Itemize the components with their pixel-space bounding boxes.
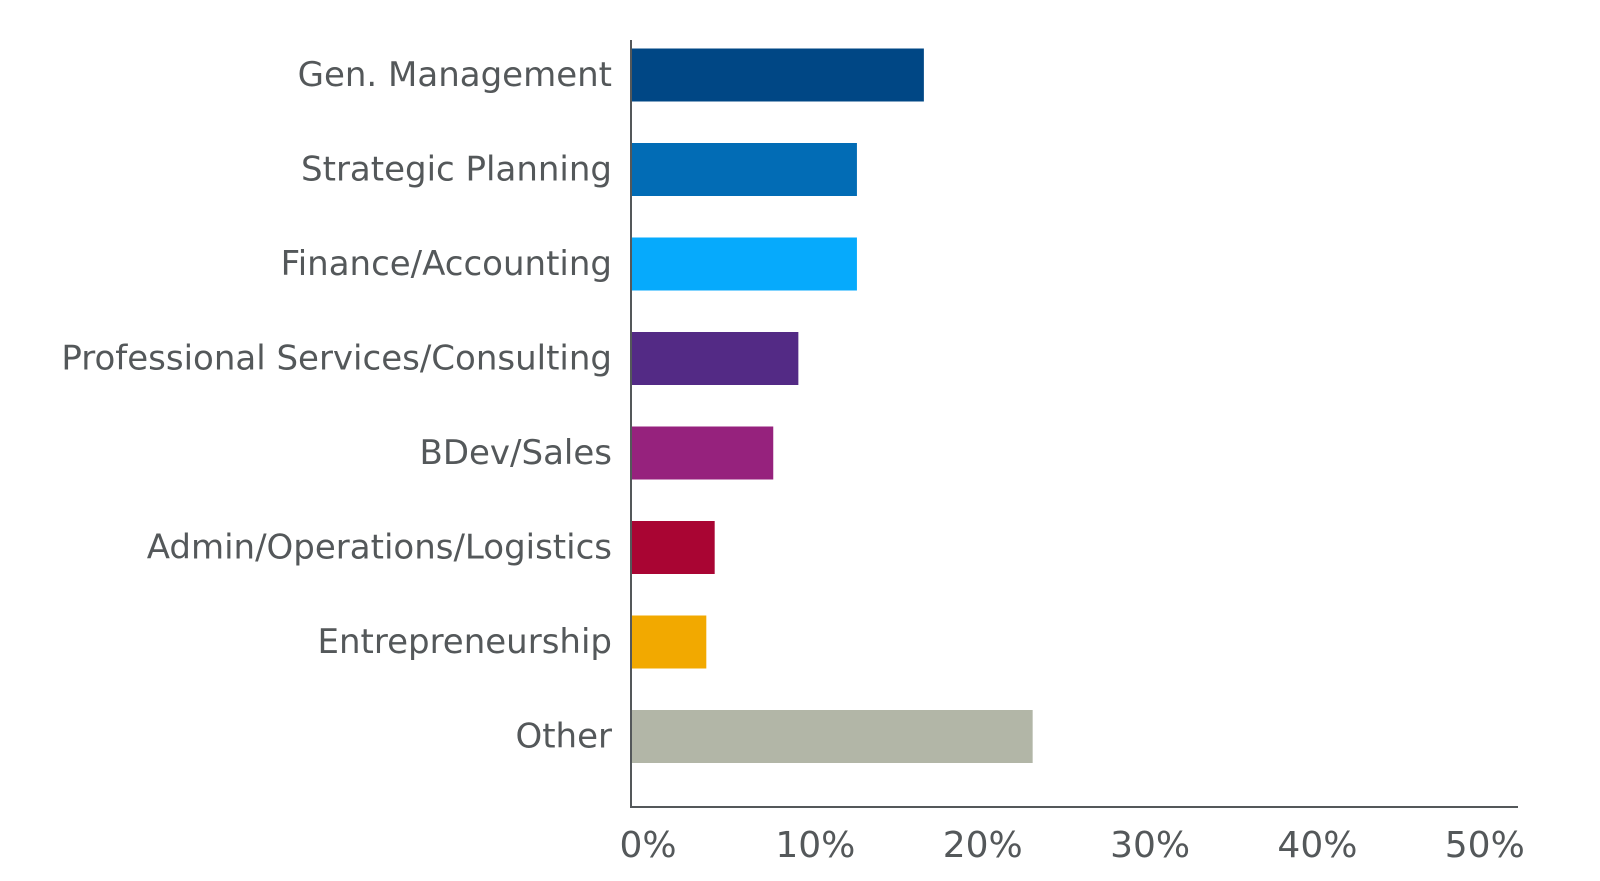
category-label: BDev/Sales — [420, 433, 613, 473]
bar — [632, 332, 799, 385]
x-tick-label: 40% — [1277, 825, 1357, 866]
category-label: Finance/Accounting — [281, 244, 612, 284]
bar — [632, 237, 857, 291]
x-tick-label: 10% — [775, 825, 855, 866]
bar — [632, 143, 857, 196]
bar — [632, 426, 774, 480]
x-tick-label: 20% — [943, 825, 1023, 866]
x-tick-label: 50% — [1445, 825, 1525, 866]
x-tick-label: 0% — [619, 825, 676, 866]
category-label: Professional Services/Consulting — [61, 339, 612, 379]
bar — [632, 521, 715, 574]
category-label: Gen. Management — [298, 55, 612, 95]
bar — [632, 48, 924, 102]
bar — [632, 615, 707, 669]
bars-group — [632, 48, 1033, 763]
category-label: Admin/Operations/Logistics — [147, 528, 612, 568]
x-tick-label: 30% — [1110, 825, 1190, 866]
category-labels-group: Gen. Management Strategic Planning Finance… — [61, 55, 612, 757]
category-label: Entrepreneurship — [317, 622, 612, 662]
bar — [632, 710, 1033, 763]
x-tick-labels-group: 0% 10% 20% 30% 40% 50% — [619, 825, 1524, 866]
category-label: Other — [515, 717, 612, 757]
category-label: Strategic Planning — [301, 150, 612, 190]
